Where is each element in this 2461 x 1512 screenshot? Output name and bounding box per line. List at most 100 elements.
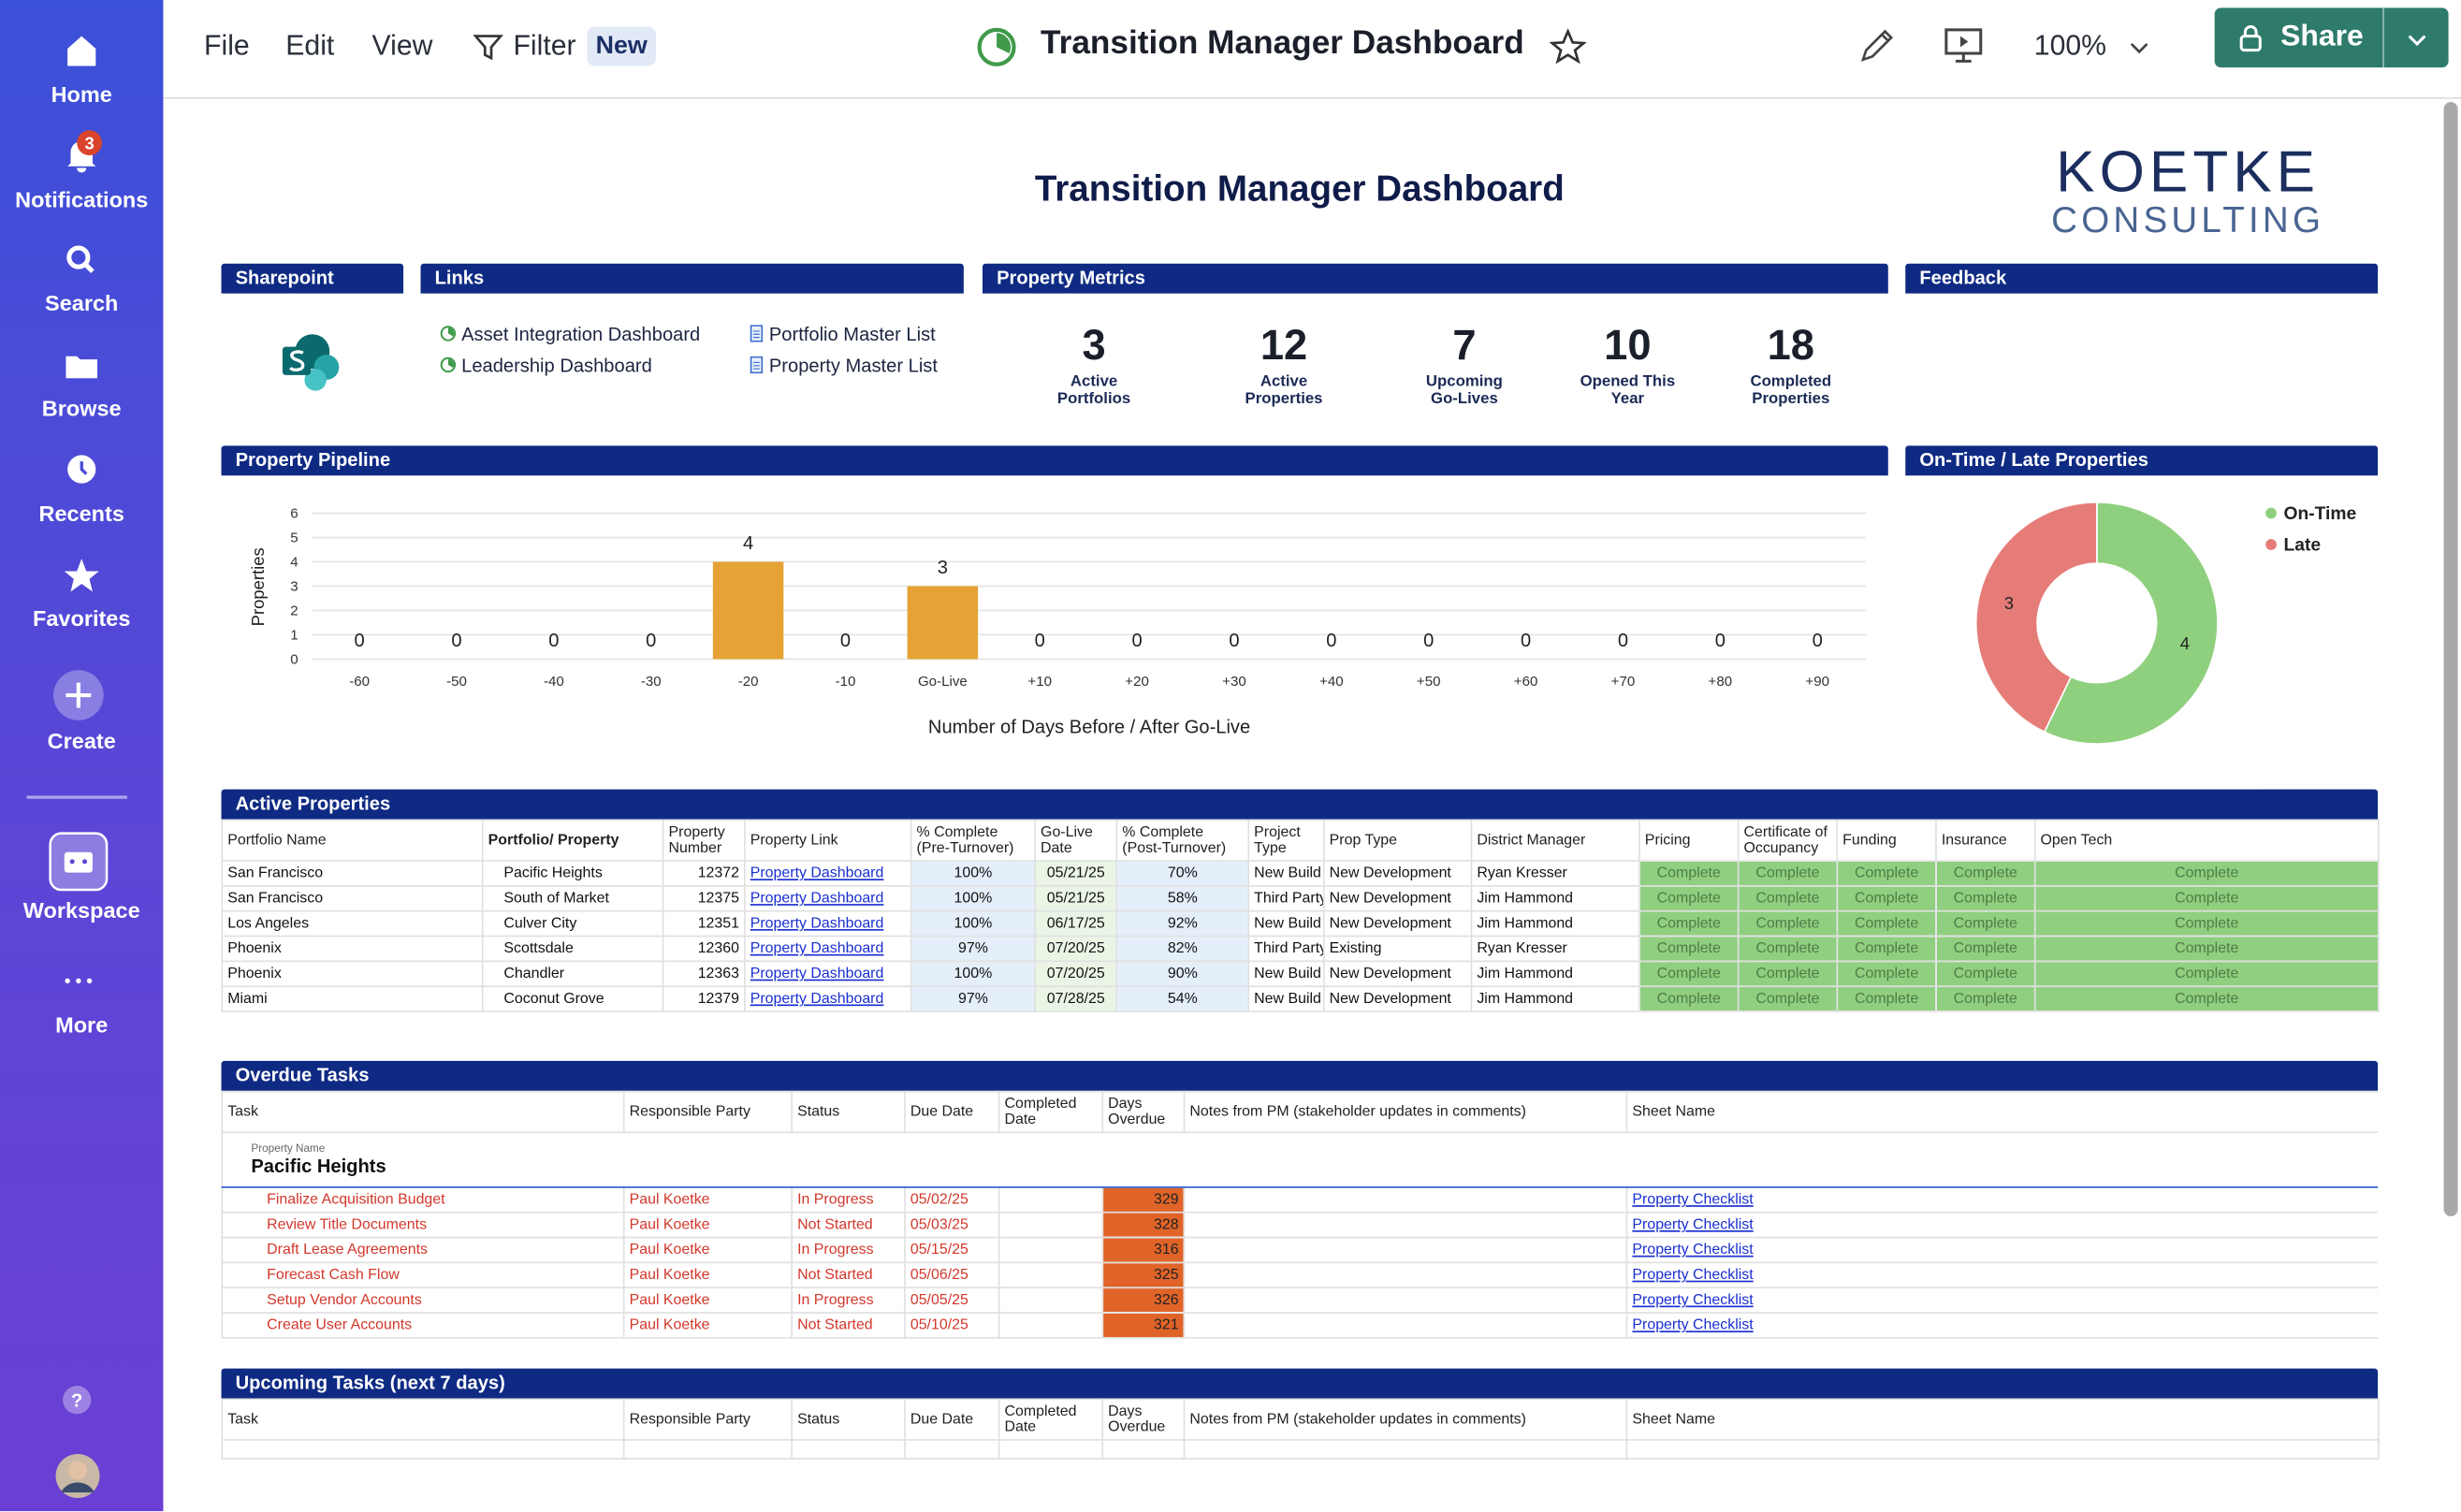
data-label: 0 <box>451 631 461 651</box>
cell: Culver City <box>481 909 664 938</box>
help-button[interactable]: ? <box>61 1384 93 1416</box>
edit-button[interactable] <box>1856 23 1900 67</box>
column-header: Due Date <box>904 1090 1000 1134</box>
cell: Complete <box>1935 860 2036 887</box>
sheet-link[interactable]: Property Checklist <box>1625 1312 2379 1339</box>
nav-more[interactable]: More <box>55 1011 109 1038</box>
cell: New Build <box>1247 860 1325 887</box>
cell: 12363 <box>662 960 746 988</box>
data-label: 3 <box>2004 593 2014 613</box>
column-header: Task <box>221 1090 625 1134</box>
property-link[interactable]: Property Dashboard <box>744 884 912 912</box>
property-link[interactable]: Property Dashboard <box>744 935 912 963</box>
zoom-level[interactable]: 100% <box>2033 29 2107 62</box>
group-name: Pacific Heights <box>251 1154 386 1177</box>
column-header: Go-Live Date <box>1034 819 1118 862</box>
sheet-link[interactable]: Property Checklist <box>1625 1211 2379 1239</box>
sheet-link[interactable]: Property Checklist <box>1625 1287 2379 1314</box>
link[interactable]: Property Master List <box>768 355 938 377</box>
column-header: Task <box>221 1398 625 1441</box>
cell: 06/17/25 <box>1034 909 1118 938</box>
cell: New Development <box>1322 960 1473 988</box>
link[interactable]: Asset Integration Dashboard <box>461 323 701 346</box>
cell: Paul Koetke <box>622 1236 794 1264</box>
x-tick-label: +50 <box>1417 674 1441 690</box>
column-header: Days Overdue <box>1101 1090 1186 1134</box>
x-tick-label: +30 <box>1222 674 1246 690</box>
x-tick-label: Go-Live <box>918 674 968 690</box>
more-icon <box>65 978 93 983</box>
column-header: Days Overdue <box>1101 1398 1186 1441</box>
nav-favorites[interactable]: Favorites <box>33 605 131 632</box>
widget-header: Sharepoint <box>221 263 404 294</box>
cell: Paul Koetke <box>622 1287 794 1314</box>
cell: 05/02/25 <box>904 1186 1000 1214</box>
zoom-chevron[interactable] <box>2127 35 2152 60</box>
widget-header: On-Time / Late Properties <box>1905 445 2379 476</box>
present-button[interactable] <box>1942 23 1986 67</box>
workspace-icon <box>49 832 109 892</box>
cell: Complete <box>1737 884 1839 912</box>
nav-recents[interactable]: Recents <box>38 501 124 526</box>
cell <box>791 1439 906 1460</box>
cell <box>1183 1287 1628 1314</box>
data-label: 0 <box>548 631 559 651</box>
nav-create[interactable]: Create <box>47 728 116 754</box>
cell: 12372 <box>662 860 746 887</box>
sheet-link[interactable]: Property Checklist <box>1625 1236 2379 1264</box>
nav-notifications[interactable]: Notifications <box>15 186 149 212</box>
cell: 316 <box>1101 1236 1186 1264</box>
legend-label[interactable]: On-Time <box>2283 504 2356 524</box>
column-header: Portfolio/ Property <box>481 819 664 862</box>
link[interactable]: Portfolio Master List <box>768 323 936 346</box>
cell: Complete <box>1737 935 1839 963</box>
legend-label[interactable]: Late <box>2283 536 2321 556</box>
avatar[interactable] <box>55 1453 101 1499</box>
cell: 100% <box>910 884 1037 912</box>
menu-edit[interactable]: Edit <box>285 29 335 62</box>
link[interactable]: Leadership Dashboard <box>461 355 652 377</box>
cell: Complete <box>1737 985 1839 1012</box>
cell <box>998 1439 1104 1460</box>
sheet-link[interactable]: Property Checklist <box>1625 1261 2379 1289</box>
nav-search[interactable]: Search <box>45 290 119 316</box>
sharepoint-icon[interactable] <box>280 333 342 393</box>
cell: Complete <box>1638 935 1740 963</box>
nav-home[interactable]: Home <box>51 81 112 108</box>
cell: 326 <box>1101 1287 1186 1314</box>
cell: Finalize Acquisition Budget <box>221 1186 625 1214</box>
cell <box>1183 1211 1628 1239</box>
nav-browse[interactable]: Browse <box>41 395 122 421</box>
metric-label: Upcoming Go-Lives <box>1425 373 1503 409</box>
cell: 12379 <box>662 985 746 1012</box>
cell: New Development <box>1322 884 1473 912</box>
share-button[interactable]: Share <box>2214 7 2449 68</box>
menu-file[interactable]: File <box>204 29 250 62</box>
menu-view[interactable]: View <box>371 29 433 62</box>
cell: New Development <box>1322 985 1473 1012</box>
property-link[interactable]: Property Dashboard <box>744 860 912 887</box>
column-header: Property Number <box>662 819 746 862</box>
share-menu[interactable] <box>2405 27 2430 52</box>
property-link[interactable]: Property Dashboard <box>744 960 912 988</box>
y-tick-label: 3 <box>290 579 298 595</box>
property-link[interactable]: Property Dashboard <box>744 909 912 938</box>
menu-filter[interactable]: Filter <box>513 29 576 62</box>
y-axis-title: Properties <box>248 547 268 626</box>
data-label: 0 <box>1423 631 1434 651</box>
cell: Los Angeles <box>221 909 484 938</box>
upcoming-table: Task Responsible Party Status Due Date Compl… <box>221 1398 2380 1460</box>
nav-workspace[interactable]: Workspace <box>22 897 140 923</box>
metric-label: Active Properties <box>1245 373 1323 409</box>
star-button[interactable] <box>1549 28 1587 65</box>
sheet-link[interactable]: Property Checklist <box>1625 1186 2379 1214</box>
scrollbar[interactable] <box>2443 102 2458 1216</box>
cell: New Development <box>1322 909 1473 938</box>
cell <box>1183 1439 1628 1460</box>
legend-swatch <box>2265 539 2277 550</box>
cell: 97% <box>910 985 1037 1012</box>
property-link[interactable]: Property Dashboard <box>744 985 912 1012</box>
cell <box>1183 1261 1628 1289</box>
data-label: 0 <box>1813 631 1823 651</box>
dashboard-link-icon <box>440 356 457 373</box>
